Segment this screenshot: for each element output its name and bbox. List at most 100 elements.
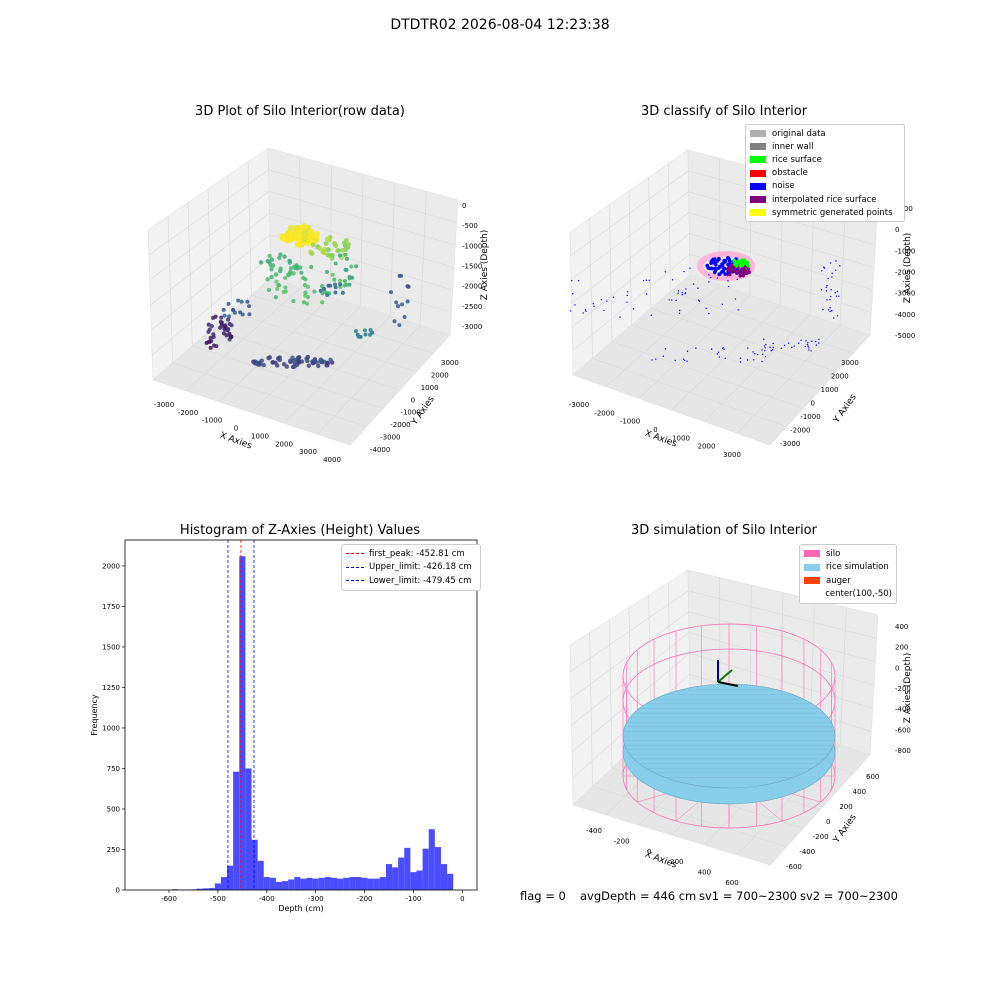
y-tick-label-classify: 1000	[821, 386, 839, 394]
noise-point	[808, 347, 810, 349]
data-point	[300, 223, 308, 230]
data-point	[312, 289, 317, 294]
noise-point	[619, 316, 621, 318]
data-point	[247, 312, 252, 317]
y-tick-label: 2000	[102, 562, 120, 570]
noise-point	[717, 272, 722, 277]
data-point	[396, 304, 401, 309]
noise-point	[645, 279, 648, 281]
z-tick-label-classify: -2000	[895, 269, 915, 277]
data-point	[291, 271, 296, 276]
data-point	[266, 355, 271, 361]
x-tick-label: 0	[460, 895, 464, 903]
noise-point	[790, 346, 793, 349]
data-point	[292, 364, 297, 369]
noise-point	[836, 315, 839, 317]
x-tick-label: -400	[259, 895, 275, 903]
noise-point	[764, 349, 766, 352]
x-tick-label-simulation: 0	[647, 848, 651, 856]
histogram-bar	[392, 867, 399, 890]
data-point	[329, 252, 335, 258]
data-point	[204, 340, 209, 345]
auger-arrows	[717, 660, 739, 687]
data-point	[337, 253, 342, 258]
data-point	[343, 279, 348, 284]
x-tick-label-raw: 1000	[251, 432, 269, 440]
noise-point	[698, 300, 701, 302]
data-point	[324, 269, 330, 275]
y-tick-label-classify: 0	[811, 400, 815, 408]
noise-point	[664, 271, 667, 273]
data-point	[278, 266, 283, 271]
noise-point	[708, 281, 710, 283]
data-point	[247, 304, 252, 309]
legend-label: interpolated rice surface	[772, 194, 877, 205]
z-axis-label-classify: Z Axies (Depth)	[903, 233, 913, 304]
noise-point	[817, 342, 820, 344]
histogram-bar	[410, 872, 417, 890]
data-point	[299, 270, 304, 275]
data-point	[330, 272, 335, 277]
noise-point	[765, 343, 767, 346]
legend-item: first_peak: -452.81 cm	[346, 547, 476, 561]
data-point	[311, 232, 318, 239]
legend-label: silo	[826, 548, 841, 559]
histogram-bar	[239, 556, 246, 890]
data-point	[211, 315, 216, 321]
histogram-bar	[361, 877, 368, 890]
data-point	[320, 300, 325, 305]
legend-label: inner wall	[772, 141, 814, 152]
noise-point	[716, 256, 721, 261]
x-tick-label-classify: 2000	[698, 443, 716, 451]
noise-point	[804, 345, 806, 348]
figure-suptitle: DTDTR02 2026-08-04 12:23:38	[390, 17, 610, 33]
data-point	[219, 315, 224, 320]
legend-label: rice simulation	[826, 562, 889, 573]
data-point	[221, 307, 226, 312]
legend-label: auger	[826, 575, 851, 586]
noise-point	[834, 292, 836, 294]
noise-point	[683, 359, 686, 362]
z-axis-label-simulation: Z Axies (Depth)	[903, 653, 913, 724]
legend-label: rice surface	[772, 154, 822, 165]
x-tick-label-simulation: -400	[586, 827, 602, 835]
noise-point	[722, 266, 727, 271]
noise-point	[723, 348, 725, 350]
noise-point	[695, 347, 697, 349]
grid-line	[151, 256, 271, 356]
data-point	[261, 362, 266, 368]
data-point	[368, 327, 373, 332]
z-tick-label-simulation: 0	[895, 664, 899, 672]
noise-point	[739, 361, 742, 363]
noise-point	[793, 345, 795, 347]
noise-point	[569, 310, 572, 312]
data-point	[265, 277, 270, 282]
data-point	[290, 358, 296, 364]
noise-point	[838, 295, 840, 297]
data-point	[287, 260, 293, 265]
noise-point	[626, 294, 629, 297]
z-tick-label-classify: -5000	[895, 332, 915, 340]
data-point	[229, 334, 234, 340]
data-point	[325, 361, 331, 366]
data-point	[399, 302, 404, 307]
data-point	[227, 314, 232, 319]
histogram-bar	[282, 881, 289, 890]
noise-point	[722, 347, 724, 349]
data-point	[321, 250, 327, 256]
data-point	[298, 265, 303, 270]
panel-raw-3d-title: 3D Plot of Silo Interior(row data)	[195, 104, 405, 119]
noise-point	[780, 347, 782, 349]
y-tick-label-simulation: -600	[786, 863, 802, 871]
interpolated-point	[734, 269, 739, 274]
noise-point	[677, 292, 679, 294]
interpolated-point	[730, 269, 734, 274]
data-point	[293, 224, 301, 232]
legend-item: noise	[750, 180, 900, 193]
legend-item: silo	[804, 547, 892, 561]
noise-point	[681, 293, 684, 296]
data-point	[354, 264, 359, 269]
histogram-y-ticks: 0 250 500 750 1000 1250 1500 1750 2000	[102, 562, 125, 895]
data-point	[267, 253, 272, 259]
data-point	[310, 242, 316, 248]
